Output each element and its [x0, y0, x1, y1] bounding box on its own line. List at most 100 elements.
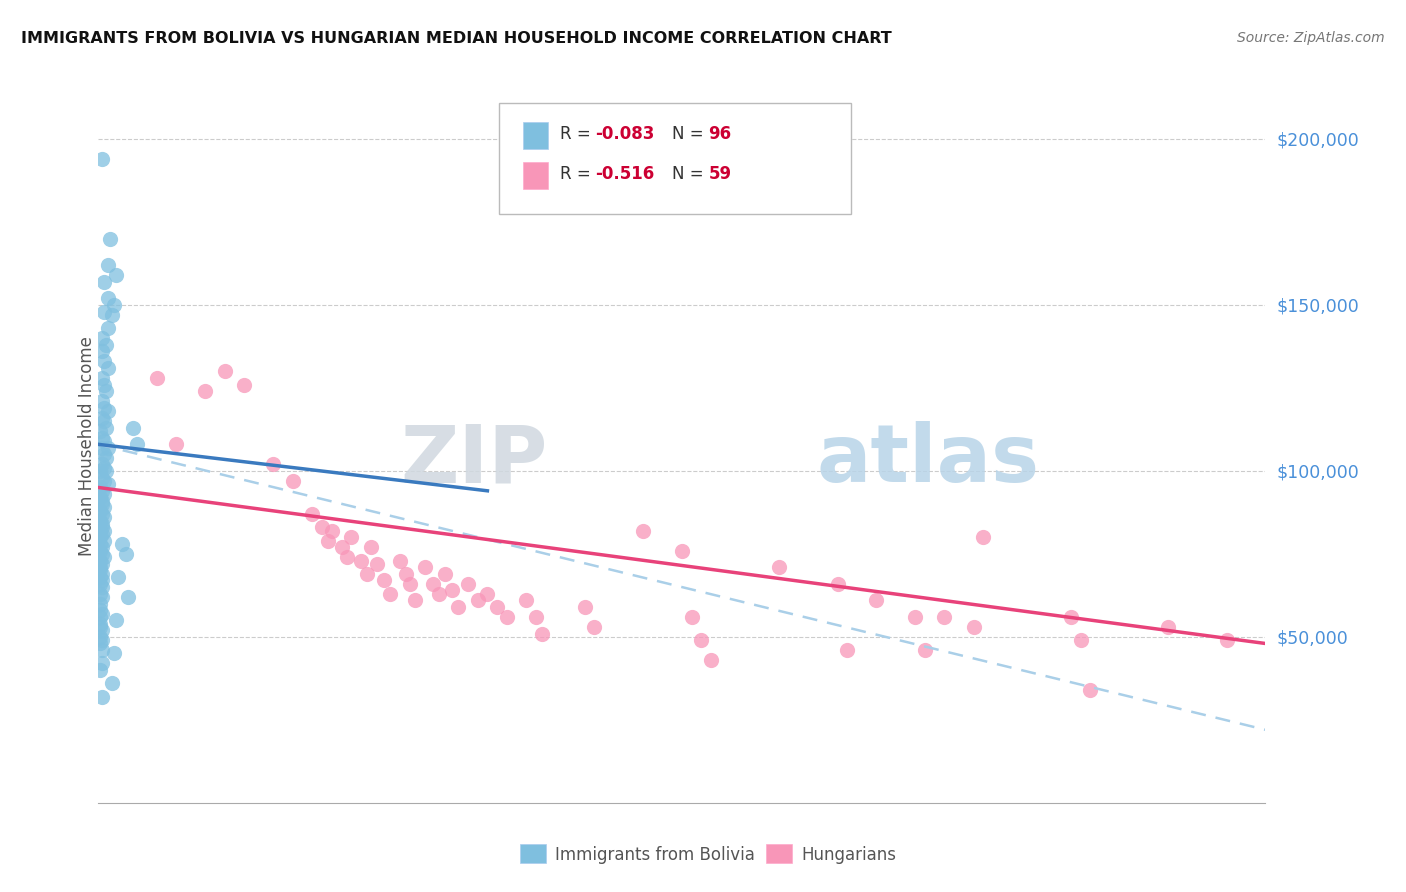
- Point: [89, 576, 111, 591]
- Point: [360, 540, 382, 554]
- Text: ZIP: ZIP: [401, 421, 548, 500]
- Point: [495, 610, 517, 624]
- Point: [91, 547, 114, 561]
- Point: [93, 434, 115, 448]
- Point: [91, 507, 114, 521]
- Point: [467, 593, 489, 607]
- Point: [91, 516, 114, 531]
- Point: [262, 457, 284, 471]
- Point: [91, 624, 114, 638]
- Text: 59: 59: [709, 165, 731, 183]
- Point: [398, 576, 420, 591]
- Point: [350, 553, 373, 567]
- Point: [356, 566, 378, 581]
- Point: [93, 500, 115, 515]
- Point: [89, 587, 111, 601]
- Point: [97, 258, 120, 272]
- Point: [91, 540, 114, 554]
- Point: [97, 321, 120, 335]
- Point: [89, 424, 111, 438]
- Point: [91, 394, 114, 409]
- Point: [530, 626, 553, 640]
- Point: [395, 566, 418, 581]
- Point: [114, 547, 136, 561]
- Point: [89, 610, 111, 624]
- Point: [366, 557, 388, 571]
- Point: [962, 620, 984, 634]
- Point: [934, 610, 956, 624]
- Point: [447, 599, 470, 614]
- Point: [321, 524, 343, 538]
- Point: [89, 553, 111, 567]
- Point: [165, 437, 187, 451]
- Point: [93, 414, 115, 428]
- Point: [146, 371, 169, 385]
- Point: [91, 331, 114, 345]
- Point: [914, 643, 936, 657]
- Point: [373, 574, 395, 588]
- Point: [97, 404, 120, 418]
- Point: [103, 298, 125, 312]
- Point: [89, 524, 111, 538]
- Point: [97, 291, 120, 305]
- Point: [91, 566, 114, 581]
- Point: [301, 507, 323, 521]
- Point: [583, 620, 606, 634]
- Point: [89, 636, 111, 650]
- Point: [93, 377, 115, 392]
- Point: [89, 543, 111, 558]
- Text: N =: N =: [672, 165, 709, 183]
- Point: [1157, 620, 1180, 634]
- Point: [93, 550, 115, 565]
- Point: [96, 338, 118, 352]
- Point: [681, 610, 703, 624]
- Point: [1215, 633, 1237, 648]
- Point: [422, 576, 444, 591]
- Text: Immigrants from Bolivia: Immigrants from Bolivia: [555, 847, 755, 864]
- Text: IMMIGRANTS FROM BOLIVIA VS HUNGARIAN MEDIAN HOUSEHOLD INCOME CORRELATION CHART: IMMIGRANTS FROM BOLIVIA VS HUNGARIAN MED…: [21, 31, 891, 46]
- Point: [89, 560, 111, 574]
- Text: N =: N =: [672, 125, 709, 143]
- Point: [93, 354, 115, 368]
- Point: [311, 520, 333, 534]
- Point: [89, 663, 111, 677]
- Point: [89, 504, 111, 518]
- Point: [93, 460, 115, 475]
- Point: [93, 487, 115, 501]
- Point: [336, 550, 359, 565]
- Point: [631, 524, 654, 538]
- Point: [127, 437, 149, 451]
- Point: [91, 470, 114, 484]
- Point: [97, 361, 120, 376]
- Point: [93, 401, 115, 415]
- Point: [89, 481, 111, 495]
- Point: [457, 576, 479, 591]
- Point: [433, 566, 456, 581]
- Point: [93, 524, 115, 538]
- Point: [91, 557, 114, 571]
- Point: [700, 653, 723, 667]
- Point: [89, 620, 111, 634]
- Point: [101, 308, 124, 322]
- Text: atlas: atlas: [815, 421, 1039, 500]
- Point: [122, 421, 145, 435]
- Point: [690, 633, 713, 648]
- Point: [107, 570, 129, 584]
- Point: [89, 597, 111, 611]
- Text: 96: 96: [709, 125, 731, 143]
- Point: [91, 607, 114, 621]
- Point: [671, 543, 693, 558]
- Point: [89, 530, 111, 544]
- Point: [91, 643, 114, 657]
- Point: [103, 647, 125, 661]
- Point: [91, 441, 114, 455]
- Point: [768, 560, 790, 574]
- Text: R =: R =: [560, 165, 596, 183]
- Point: [91, 574, 114, 588]
- Point: [91, 590, 114, 604]
- Point: [477, 587, 499, 601]
- Point: [91, 344, 114, 359]
- Text: R =: R =: [560, 125, 596, 143]
- Text: -0.516: -0.516: [595, 165, 654, 183]
- Point: [214, 364, 236, 378]
